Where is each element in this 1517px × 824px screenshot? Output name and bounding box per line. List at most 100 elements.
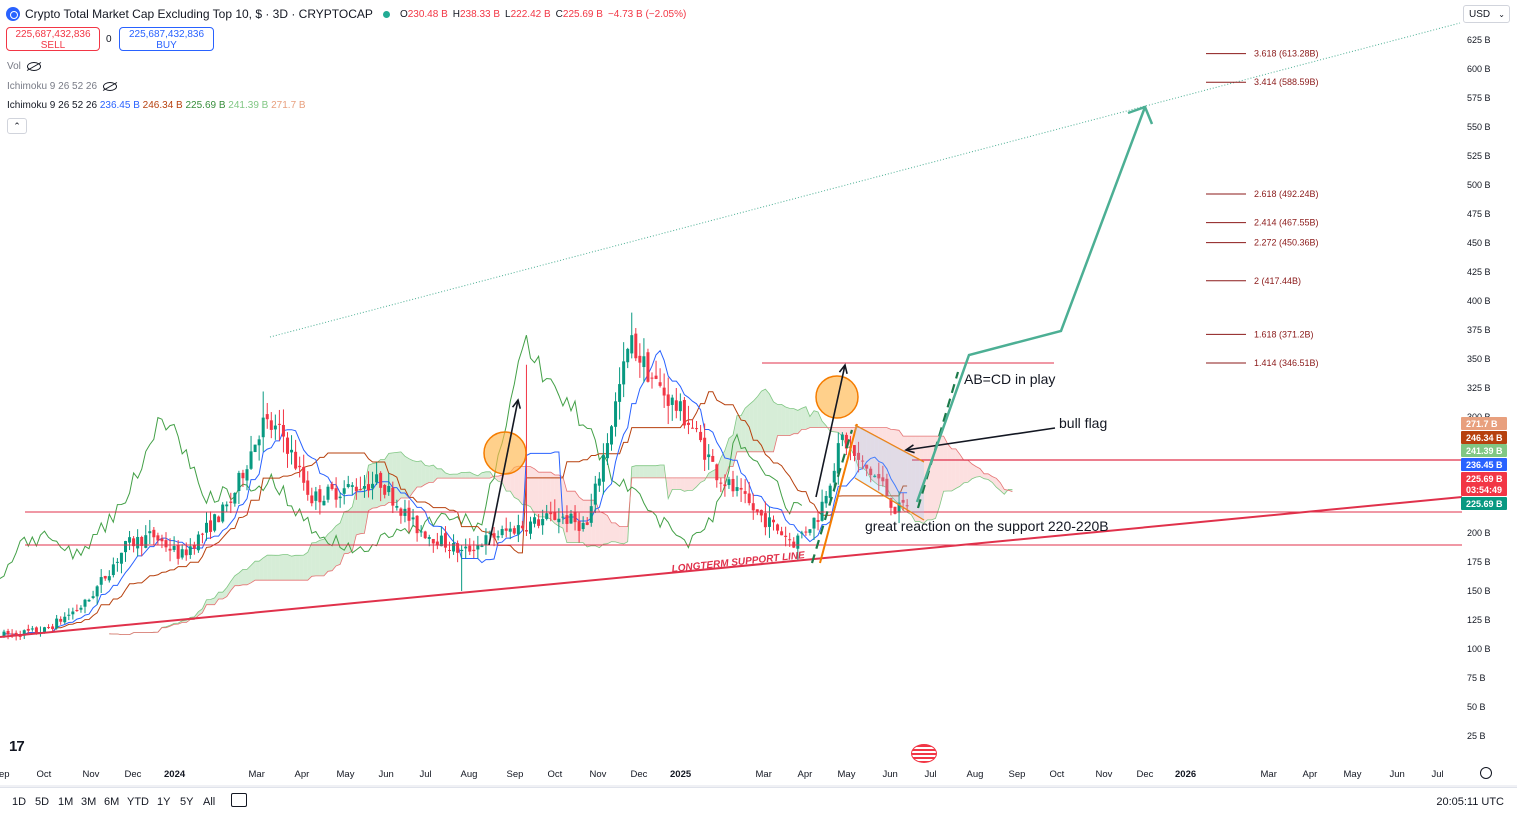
impulse-arrow-2025[interactable] — [815, 364, 846, 498]
ichimoku-cloud-segment — [992, 476, 997, 488]
candle-body — [358, 489, 362, 491]
cd-leg-dashed[interactable] — [916, 371, 960, 509]
hidden-eye-icon[interactable] — [26, 61, 41, 71]
candle-body — [711, 455, 715, 462]
timeframe-button-1y[interactable]: 1Y — [157, 796, 171, 808]
currency-select[interactable]: USD ⌄ — [1463, 5, 1510, 23]
calendar-icon[interactable] — [231, 793, 247, 807]
x-tick-label: Oct — [1050, 769, 1065, 780]
ichimoku-cloud-segment — [652, 465, 657, 478]
ichimoku-cloud-segment — [206, 599, 211, 605]
ichimoku-cloud-segment — [510, 467, 515, 498]
ichimoku-cloud-segment — [818, 412, 823, 428]
flag-lower-line[interactable] — [854, 477, 925, 521]
timeframe-button-5d[interactable]: 5D — [35, 796, 50, 808]
ichimoku-cloud-segment — [639, 465, 644, 478]
candle-body — [654, 375, 658, 379]
price-label-text: 236.45 B — [1466, 460, 1503, 470]
candle-body — [427, 537, 431, 539]
ichimoku-cloud-segment — [757, 391, 762, 452]
candle-body — [22, 630, 26, 636]
ichimoku-cloud-segment — [789, 408, 794, 436]
candle-body — [804, 531, 808, 533]
candle-body — [731, 478, 735, 492]
candle-body — [747, 493, 751, 504]
ichimoku-cloud-segment — [805, 406, 810, 430]
ichimoku-cloud-segment — [238, 569, 243, 586]
ab-leg-dashed[interactable] — [810, 429, 854, 564]
highlight-circle[interactable] — [483, 431, 527, 475]
candle-body — [472, 549, 476, 552]
x-tick-label: Nov — [590, 769, 607, 780]
timeframe-button-all[interactable]: All — [203, 796, 216, 808]
ichimoku-cloud-segment — [275, 555, 280, 581]
projection-path[interactable] — [915, 106, 1147, 503]
ichimoku-cloud-segment — [955, 448, 960, 489]
y-tick-label: 400 B — [1467, 296, 1491, 306]
volume-indicator[interactable]: Vol — [7, 61, 41, 72]
sell-button[interactable]: 225,687,432,836 SELL — [6, 27, 100, 51]
ichimoku-cloud-segment — [834, 427, 839, 433]
hidden-eye-icon[interactable] — [103, 81, 118, 91]
candle-body — [14, 632, 18, 636]
upper-channel-line[interactable] — [269, 22, 1461, 338]
ichimoku-cloud-segment — [526, 466, 531, 507]
highlight-circle[interactable] — [815, 375, 859, 419]
y-tick-label: 575 B — [1467, 93, 1491, 103]
candle-body — [290, 449, 294, 453]
ichimoku-cloud-segment — [465, 472, 470, 479]
candle-body — [277, 423, 281, 425]
candle-body — [610, 426, 613, 445]
ichimoku-cloud-segment — [550, 472, 555, 524]
utc-clock[interactable]: 20:05:11 UTC — [1436, 796, 1504, 808]
bull-flag-pointer-arrow[interactable] — [905, 427, 1056, 451]
candle-body — [780, 531, 784, 536]
ichimoku-cloud-segment — [340, 511, 345, 565]
collapse-indicators-button[interactable]: ⌃ — [7, 118, 27, 134]
ichimoku-cloud-segment — [647, 465, 652, 478]
currency-value: USD — [1469, 9, 1491, 20]
ichimoku-cloud-segment — [226, 581, 231, 597]
candle-body — [618, 384, 622, 402]
x-tick-label: Sep — [1009, 769, 1026, 780]
y-tick-label: 125 B — [1467, 615, 1491, 625]
x-tick-label: Nov — [83, 769, 100, 780]
candle-body — [824, 495, 828, 504]
ichimoku-cloud-segment — [765, 389, 770, 452]
price-label-text: 246.34 B — [1466, 433, 1503, 443]
candle-body — [59, 618, 63, 622]
candle-body — [217, 516, 221, 523]
ohlc-open: O230.48 B — [399, 8, 448, 20]
candle-body — [772, 519, 775, 523]
impulse-arrow-2024[interactable] — [488, 399, 519, 546]
timeframe-button-5y[interactable]: 5Y — [180, 796, 194, 808]
ichimoku-hidden-indicator[interactable]: Ichimoku 9 26 52 26 — [7, 81, 118, 92]
y-tick-label: 550 B — [1467, 122, 1491, 132]
candle-body — [342, 488, 346, 494]
candle-body — [658, 382, 662, 386]
candle-body — [650, 377, 654, 379]
buy-button[interactable]: 225,687,432,836 BUY — [119, 27, 214, 51]
symbol-title[interactable]: Crypto Total Market Cap Excluding Top 10… — [25, 7, 373, 21]
candle-body — [310, 495, 314, 504]
ichimoku-cloud-segment — [409, 458, 414, 498]
gear-icon[interactable] — [1480, 767, 1492, 779]
candle-body — [533, 517, 537, 524]
ichimoku-cloud-segment — [299, 555, 304, 581]
timeframe-button-6m[interactable]: 6M — [104, 796, 120, 808]
flag-upper-line[interactable] — [854, 424, 925, 463]
ichimoku-hidden-label: Ichimoku 9 26 52 26 — [7, 81, 98, 92]
flagpole-line[interactable] — [819, 423, 858, 564]
us-flag-event-icon[interactable] — [911, 744, 937, 763]
candle-body — [128, 537, 132, 543]
bottom-toolbar: 1D 5D 1M 3M 6M YTD 1Y 5Y All 20:05:11 UTC — [0, 787, 1517, 818]
timeframe-button-ytd[interactable]: YTD — [127, 796, 149, 808]
timeframe-button-3m[interactable]: 3M — [81, 796, 97, 808]
ichimoku-indicator[interactable]: Ichimoku 9 26 52 26 236.45 B 246.34 B 22… — [7, 100, 306, 111]
timeframe-button-1m[interactable]: 1M — [58, 796, 74, 808]
ichimoku-cloud-segment — [214, 592, 219, 605]
timeframe-button-1d[interactable]: 1D — [12, 796, 27, 808]
candle-body — [869, 468, 873, 476]
longterm-support-line[interactable] — [0, 496, 1463, 638]
